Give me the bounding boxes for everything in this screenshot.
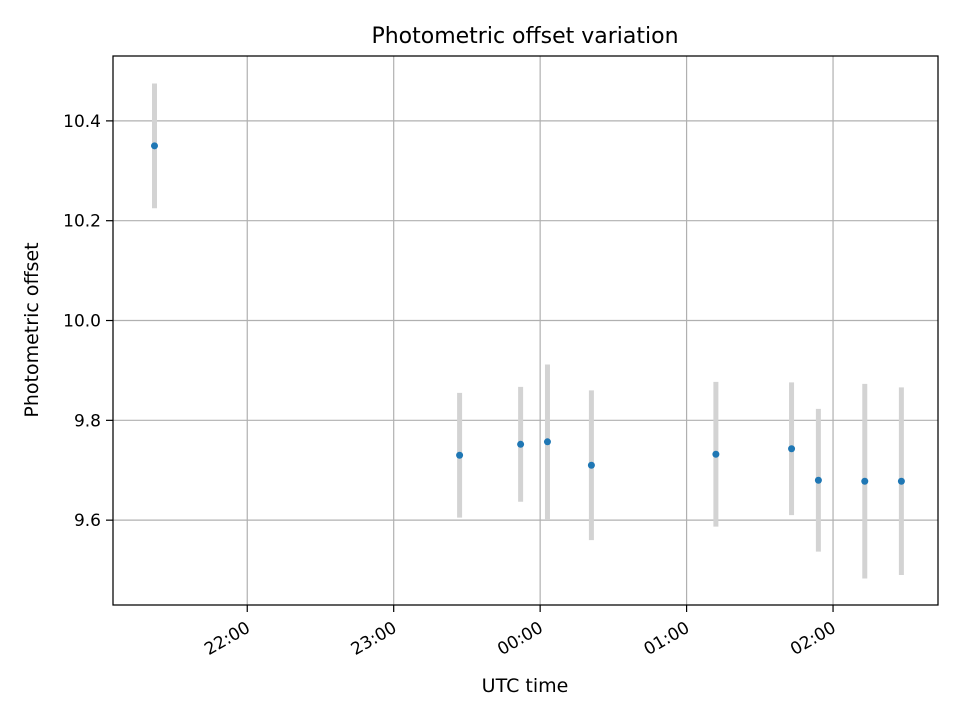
y-tick-label: 10.2 [63, 212, 101, 232]
data-point [788, 445, 796, 453]
y-tick-label: 9.8 [74, 411, 101, 431]
data-point [712, 450, 720, 458]
x-axis-label: UTC time [482, 675, 569, 697]
y-tick-label: 10.4 [63, 112, 101, 132]
plot-frame [112, 55, 939, 606]
data-point [150, 142, 158, 150]
grid [113, 56, 938, 605]
y-axis-label: Photometric offset [21, 242, 43, 417]
chart-title: Photometric offset variation [371, 24, 678, 49]
data-point [517, 440, 525, 448]
data-point [456, 451, 464, 459]
y-tick-label: 10.0 [63, 312, 101, 332]
data-point [814, 476, 822, 484]
y-tick-label: 9.6 [74, 511, 101, 531]
y-axis-ticks: 9.6 9.8 10.0 10.2 10.4 [63, 112, 113, 531]
data-points [150, 142, 905, 485]
data-point [543, 438, 551, 446]
data-point [587, 461, 595, 469]
data-point [861, 477, 869, 485]
data-point [897, 477, 905, 485]
